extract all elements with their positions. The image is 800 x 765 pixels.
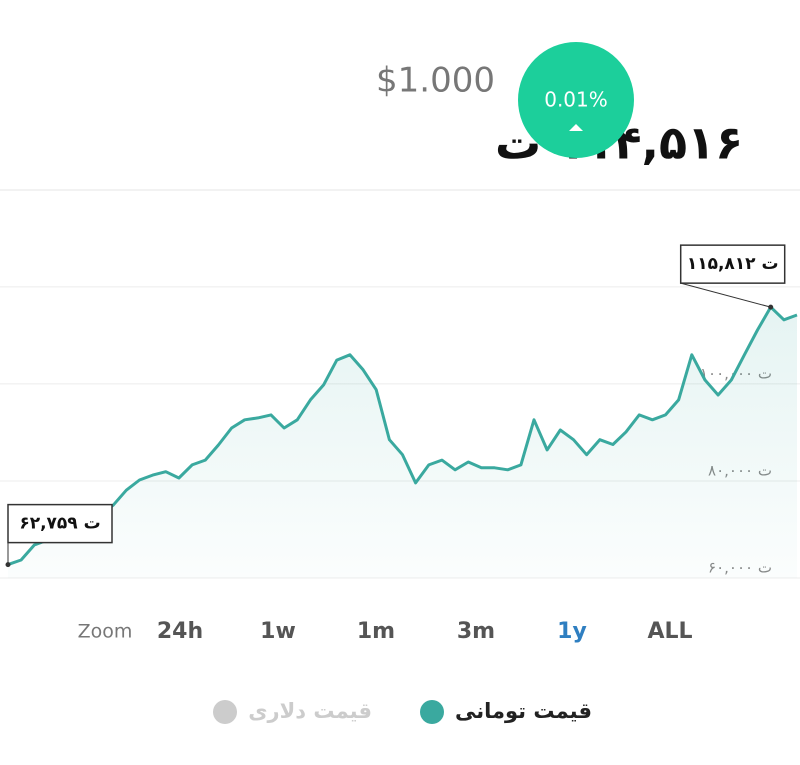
zoom-option[interactable]: ALL	[647, 619, 692, 644]
annotation-box	[7, 503, 113, 544]
change-value: 0.01%	[544, 88, 608, 112]
zoom-option[interactable]: 1m	[357, 619, 395, 644]
up-arrow	[569, 124, 583, 131]
usd-price: $1.000	[376, 61, 495, 101]
zoom-label: Zoom	[78, 621, 133, 643]
line	[7, 305, 798, 567]
legend: قیمت تومانی قیمت دلاری	[213, 699, 592, 724]
annotation-box	[679, 244, 786, 284]
annotated-point	[5, 562, 11, 568]
legend-label[interactable]: قیمت دلاری	[248, 699, 372, 723]
annotation-label: ت ۶۲,۷۵۹	[19, 514, 100, 534]
zoom-option[interactable]: 1w	[260, 619, 296, 644]
legend-marker[interactable]	[213, 700, 237, 724]
area	[8, 307, 797, 578]
annotated-point	[768, 304, 774, 310]
zoom-option[interactable]: 24h	[157, 619, 203, 644]
annotation-label: ت ۱۱۵,۸۱۲	[687, 254, 779, 274]
change-badge	[518, 42, 634, 158]
legend-marker[interactable]	[420, 700, 444, 724]
zoom-options: 24h 1w 1m 3m 1y ALL	[157, 619, 693, 644]
legend-label[interactable]: قیمت تومانی	[455, 699, 592, 723]
annotation-connector	[680, 282, 771, 308]
zoom-option[interactable]: 3m	[457, 619, 495, 644]
zoom-option[interactable]: 1y	[557, 619, 587, 644]
